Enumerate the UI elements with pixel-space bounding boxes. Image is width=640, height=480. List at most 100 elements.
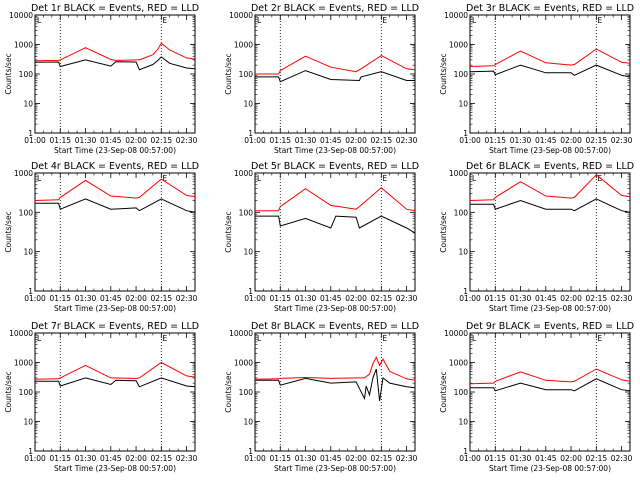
x-tick-label: 02:15 bbox=[586, 136, 608, 145]
x-tick-label: 02:15 bbox=[371, 454, 393, 463]
plot-frame bbox=[34, 172, 196, 292]
series-line-lld bbox=[469, 48, 631, 67]
x-tick-label: 01:15 bbox=[269, 136, 291, 145]
x-tick-label: 02:00 bbox=[345, 454, 367, 463]
marker-label-l: L bbox=[472, 334, 477, 343]
y-tick-label: 10000 bbox=[9, 11, 33, 20]
x-tick-label: 01:45 bbox=[535, 454, 557, 463]
x-tick-label: 01:15 bbox=[269, 454, 291, 463]
x-tick-label: 01:30 bbox=[510, 294, 532, 303]
plot-frame bbox=[34, 332, 196, 452]
plot-title: Det 7r BLACK = Events, RED = LLD bbox=[31, 321, 199, 332]
y-axis-label: Counts/sec bbox=[224, 371, 233, 412]
y-tick-label: 10 bbox=[458, 248, 468, 257]
detector-panel-3: Det 3r BLACK = Events, RED = LLD 1 10 100 10… bbox=[439, 3, 634, 155]
x-tick-label: 02:00 bbox=[125, 136, 147, 145]
detector-panel-2: Det 2r BLACK = Events, RED = LLD 1 10 100 10… bbox=[224, 3, 419, 155]
x-axis-label: Start Time (23-Sep-08 00:57:00) bbox=[274, 464, 396, 473]
series-line-lld bbox=[255, 187, 416, 212]
y-tick-label: 1000 bbox=[14, 169, 33, 178]
x-tick-label: 01:15 bbox=[269, 294, 291, 303]
y-tick-label: 10 bbox=[243, 418, 253, 427]
x-tick-label: 02:00 bbox=[125, 294, 147, 303]
x-tick-label: 01:15 bbox=[49, 454, 71, 463]
x-tick-label: 01:00 bbox=[24, 136, 46, 145]
x-tick-label: 02:30 bbox=[611, 454, 633, 463]
marker-label-l: L bbox=[37, 174, 42, 183]
y-tick-label: 10 bbox=[243, 248, 253, 257]
y-axis-label: Counts/sec bbox=[439, 371, 448, 412]
y-tick-label: 100 bbox=[19, 208, 34, 217]
detector-panel-1: Det 1r BLACK = Events, RED = LLD 1 10 100 10… bbox=[4, 3, 199, 155]
y-tick-label: 10000 bbox=[9, 329, 33, 338]
x-tick-label: 01:15 bbox=[484, 454, 506, 463]
y-tick-label: 1000 bbox=[449, 359, 468, 368]
y-tick-label: 10 bbox=[458, 418, 468, 427]
marker-label-e: E bbox=[382, 334, 387, 343]
marker-label-e: E bbox=[597, 334, 602, 343]
x-tick-label: 02:15 bbox=[151, 454, 173, 463]
y-tick-label: 100 bbox=[454, 208, 469, 217]
plot-title: Det 8r BLACK = Events, RED = LLD bbox=[251, 321, 419, 332]
series-line-events bbox=[255, 368, 416, 401]
x-tick-label: 01:00 bbox=[459, 294, 481, 303]
marker-label-e: E bbox=[162, 16, 167, 25]
x-axis-label: Start Time (23-Sep-08 00:57:00) bbox=[274, 146, 396, 155]
plot-title: Det 6r BLACK = Events, RED = LLD bbox=[466, 161, 634, 172]
series-line-lld bbox=[255, 55, 416, 75]
plot-frame bbox=[254, 332, 416, 452]
x-axis-label: Start Time (23-Sep-08 00:57:00) bbox=[489, 464, 611, 473]
x-tick-label: 01:45 bbox=[100, 294, 122, 303]
series-line-lld bbox=[34, 361, 196, 380]
y-tick-label: 1 bbox=[248, 447, 253, 456]
series-line-events bbox=[255, 215, 416, 234]
y-tick-label: 100 bbox=[239, 70, 254, 79]
series-line-lld bbox=[34, 178, 196, 201]
series-line-events bbox=[470, 378, 631, 392]
x-tick-label: 01:30 bbox=[75, 454, 97, 463]
detector-panel-6: Det 6r BLACK = Events, RED = LLD 1 10 100 10… bbox=[439, 161, 634, 313]
y-tick-label: 10 bbox=[458, 100, 468, 109]
series-line-events bbox=[470, 198, 631, 213]
y-axis-label: Counts/sec bbox=[224, 211, 233, 252]
marker-label-l: L bbox=[37, 16, 42, 25]
detector-panel-9: Det 9r BLACK = Events, RED = LLD 1 10 100 10… bbox=[439, 321, 634, 473]
series-line-events bbox=[35, 198, 196, 213]
series-line-lld bbox=[254, 356, 416, 381]
x-tick-label: 01:45 bbox=[100, 454, 122, 463]
x-tick-label: 02:00 bbox=[560, 136, 582, 145]
x-tick-label: 01:45 bbox=[535, 136, 557, 145]
x-tick-label: 02:15 bbox=[586, 294, 608, 303]
x-tick-label: 02:00 bbox=[345, 294, 367, 303]
plot-title: Det 5r BLACK = Events, RED = LLD bbox=[251, 161, 419, 172]
plot-title: Det 2r BLACK = Events, RED = LLD bbox=[251, 3, 419, 14]
x-tick-label: 02:15 bbox=[151, 294, 173, 303]
plot-frame bbox=[254, 172, 416, 292]
x-tick-label: 01:45 bbox=[320, 136, 342, 145]
x-tick-label: 01:30 bbox=[75, 294, 97, 303]
y-axis-label: Counts/sec bbox=[4, 53, 13, 94]
x-tick-label: 01:15 bbox=[49, 294, 71, 303]
x-tick-label: 02:30 bbox=[396, 136, 418, 145]
y-tick-label: 1000 bbox=[234, 359, 253, 368]
y-tick-label: 100 bbox=[239, 208, 254, 217]
y-axis-label: Counts/sec bbox=[439, 53, 448, 94]
x-tick-label: 02:15 bbox=[371, 136, 393, 145]
x-axis-label: Start Time (23-Sep-08 00:57:00) bbox=[54, 464, 176, 473]
detector-panel-5: Det 5r BLACK = Events, RED = LLD 1 10 100 10… bbox=[224, 161, 419, 313]
x-tick-label: 01:15 bbox=[484, 136, 506, 145]
y-tick-label: 100 bbox=[19, 70, 34, 79]
marker-label-l: L bbox=[257, 334, 262, 343]
x-tick-label: 02:30 bbox=[176, 454, 198, 463]
plot-frame bbox=[469, 332, 631, 452]
x-tick-label: 01:45 bbox=[535, 294, 557, 303]
series-line-events bbox=[255, 70, 415, 83]
x-tick-label: 02:00 bbox=[560, 294, 582, 303]
plot-frame bbox=[34, 14, 196, 134]
x-tick-label: 02:30 bbox=[176, 294, 198, 303]
x-tick-label: 01:30 bbox=[510, 136, 532, 145]
y-tick-label: 1000 bbox=[14, 41, 33, 50]
detector-panel-8: Det 8r BLACK = Events, RED = LLD 1 10 100 10… bbox=[224, 321, 419, 473]
x-tick-label: 01:30 bbox=[295, 294, 317, 303]
